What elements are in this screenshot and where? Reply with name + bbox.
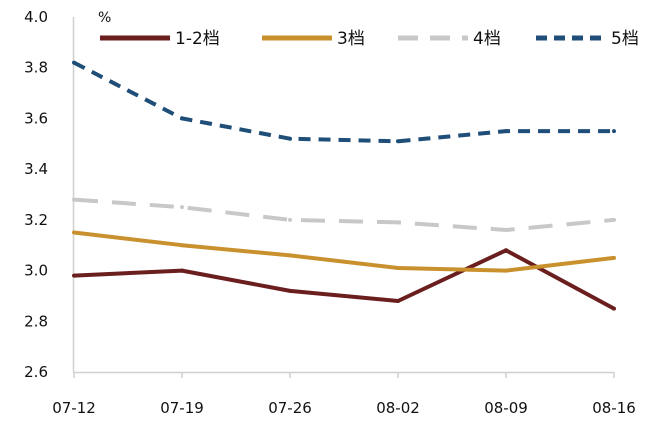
legend-label: 5档	[611, 29, 639, 49]
y-tick-label: 3.4	[24, 160, 48, 178]
series-2-point	[396, 266, 400, 271]
series-4-point	[612, 129, 616, 134]
series-3-point	[396, 220, 400, 225]
series-1-point	[72, 273, 76, 278]
series-3-point	[612, 217, 616, 222]
series-4-point	[180, 116, 184, 121]
legend-label: 1-2档	[175, 29, 220, 49]
series-line-2	[73, 230, 615, 273]
series-2-point	[288, 253, 292, 258]
x-tick-label: 07-12	[52, 399, 96, 417]
x-tick-label: 08-09	[484, 399, 528, 417]
series-3-point	[180, 205, 184, 210]
series-4-point	[288, 136, 292, 141]
series-4-point	[504, 129, 508, 134]
series-line-4	[73, 60, 614, 144]
legend-label: 3档	[337, 29, 365, 49]
y-unit-label: %	[98, 10, 111, 26]
x-tick-label: 08-02	[376, 399, 420, 417]
y-tick-labels: 2.6 2.8 3.0 3.2 3.4 3.6 3.8 4.0	[24, 8, 48, 381]
series-1-point	[180, 268, 184, 273]
legend: 1-2档 3档 4档 5档	[100, 29, 639, 49]
series-1-point	[396, 299, 400, 303]
x-tick-label: 08-16	[592, 399, 636, 417]
y-tick-label: 2.6	[24, 363, 48, 381]
x-tick-labels: 07-12 07-19 07-26 08-02 08-09 08-16	[52, 372, 636, 417]
series-1-point	[612, 306, 616, 311]
y-tick-label: 2.8	[24, 312, 48, 330]
series-4-point	[396, 139, 400, 144]
series-1-point	[288, 288, 292, 293]
series-line-3	[73, 197, 615, 232]
series-line-1	[73, 248, 615, 311]
series-lines	[72, 60, 616, 311]
y-tick-label: 3.6	[24, 109, 48, 127]
y-tick-label: 3.8	[24, 59, 48, 77]
x-tick-label: 07-26	[268, 399, 312, 417]
series-1-point	[504, 248, 508, 253]
series-3-point	[504, 228, 508, 232]
y-tick-label: 3.0	[24, 262, 48, 280]
legend-label: 4档	[473, 29, 501, 49]
y-tick-label: 4.0	[24, 8, 48, 26]
series-2-point	[72, 230, 76, 235]
series-2-point	[180, 243, 184, 248]
y-tick-label: 3.2	[24, 211, 48, 229]
series-4-point	[72, 60, 76, 65]
series-2-point	[504, 268, 508, 273]
series-2-point	[612, 255, 616, 260]
x-tick-label: 07-19	[160, 399, 204, 417]
series-3-point	[288, 217, 292, 222]
series-3-point	[72, 197, 76, 202]
